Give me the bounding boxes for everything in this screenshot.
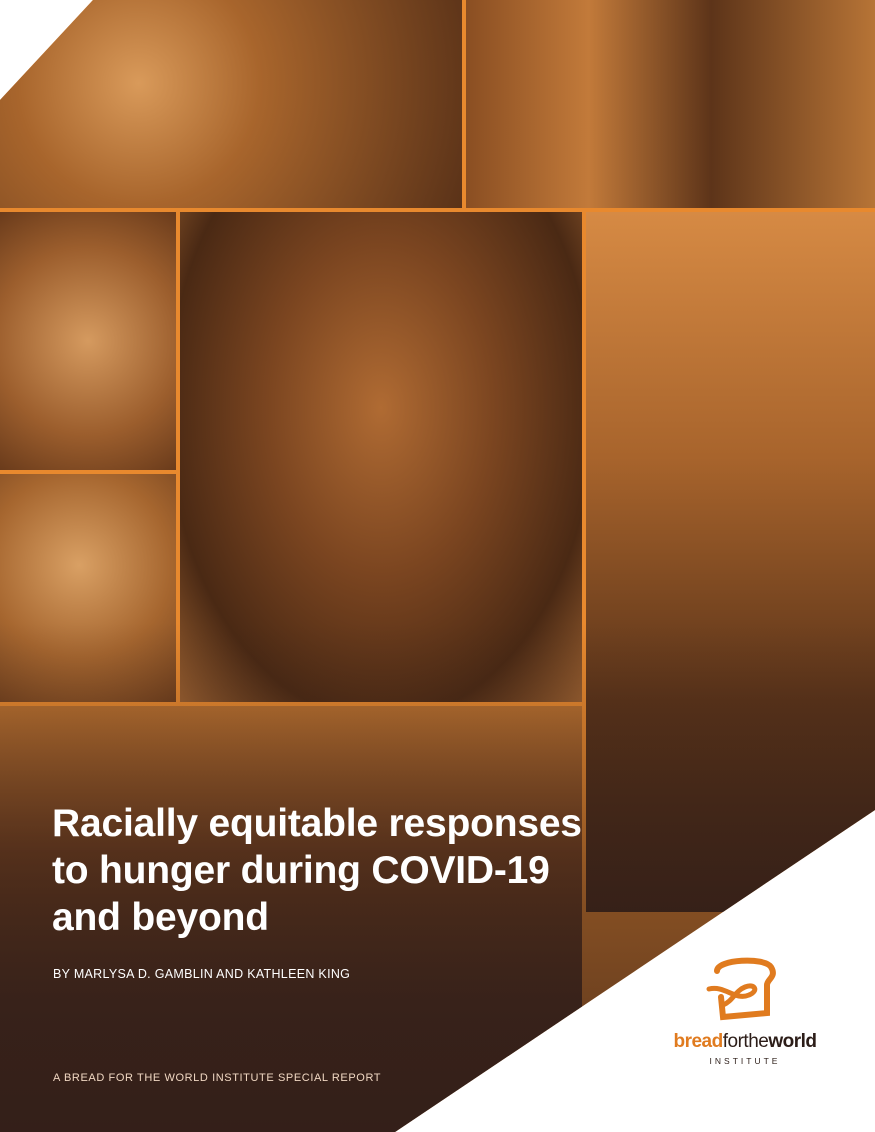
word-world: world (768, 1031, 817, 1052)
authors: BY MARLYSA D. GAMBLIN AND KATHLEEN KING (53, 967, 351, 981)
bread-for-the-world-logo: breadfortheworld INSTITUTE (650, 955, 840, 1066)
title-line: Racially equitable responses (52, 802, 582, 845)
photo-girl-smiling (0, 474, 176, 702)
photo-children-lying (0, 212, 176, 470)
word-for: for (722, 1031, 744, 1052)
logo-subtitle: INSTITUTE (709, 1056, 781, 1066)
word-the: the (743, 1031, 769, 1052)
report-title: Racially equitable responses to hunger d… (52, 800, 582, 941)
wordmark: breadfortheworld (650, 1031, 840, 1053)
photo-embrace-masks (586, 212, 875, 912)
photo-child-mask (466, 0, 875, 208)
series-label: A BREAD FOR THE WORLD INSTITUTE SPECIAL … (53, 1072, 382, 1084)
title-line: to hunger during COVID-19 (52, 849, 550, 892)
title-line: and beyond (52, 896, 269, 939)
bread-slice-icon (706, 957, 776, 1021)
word-bread: bread (673, 1031, 723, 1052)
photo-woman-portrait (180, 212, 582, 702)
photo-family-selfie (0, 0, 462, 208)
